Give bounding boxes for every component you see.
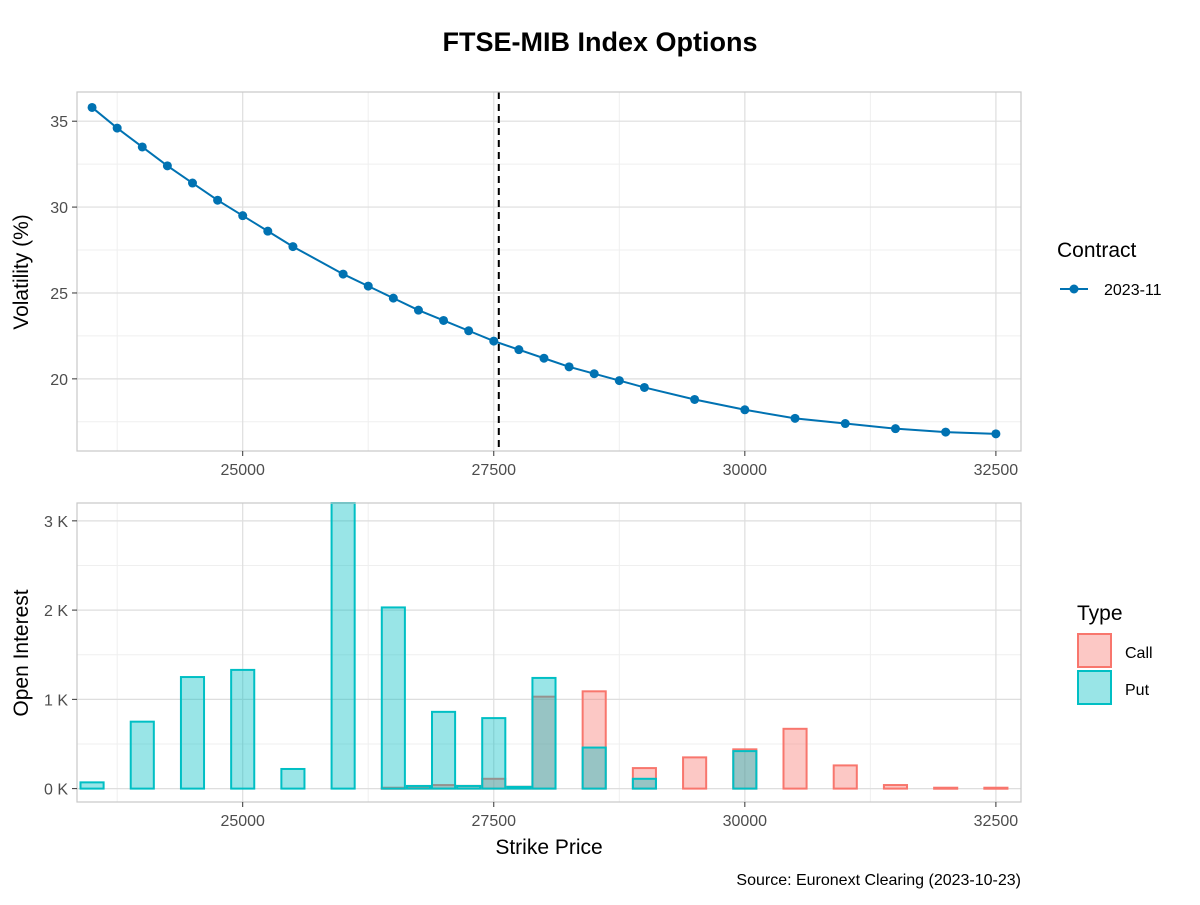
volatility-y-axis-label: Volatility (%) (10, 214, 33, 330)
contract-legend-label: 2023-11 (1104, 282, 1162, 299)
volatility-point (187, 178, 197, 188)
put-bar (280, 767, 306, 790)
open-interest-x-axis-label: Strike Price (495, 836, 602, 859)
put-bar (456, 784, 482, 790)
put-bar (230, 668, 256, 790)
put-bar (79, 781, 105, 790)
volatility-point (941, 427, 951, 437)
call-bar (832, 764, 858, 790)
open-interest-panel-border (76, 502, 1022, 803)
open-interest-y-tick-label: 0 K (44, 782, 68, 799)
volatility-point (213, 195, 223, 205)
call-bar (933, 786, 959, 790)
volatility-point (514, 345, 524, 355)
volatility-point (690, 394, 700, 404)
call-bar (782, 727, 808, 790)
volatility-panel: 20 25 30 35 25000 27500 30000 32500 Volatility… (10, 91, 1022, 479)
volatility-point (614, 376, 624, 386)
type-legend-put-key (1077, 670, 1112, 705)
contract-legend-marker (1069, 284, 1079, 294)
volatility-y-tick-label: 20 (50, 372, 68, 389)
call-bar (882, 784, 909, 790)
volatility-point (162, 161, 172, 171)
contract-legend-title: Contract (1057, 239, 1137, 262)
open-interest-x-ticks: 25000 27500 30000 32500 (220, 802, 1018, 830)
open-interest-y-tick-label: 1 K (44, 692, 68, 709)
type-legend-call-key (1077, 633, 1112, 668)
volatility-point (112, 123, 122, 133)
put-bar (732, 750, 758, 790)
open-interest-y-ticks: 0 K 1 K 2 K 3 K (44, 514, 77, 799)
volatility-point (991, 429, 1001, 439)
volatility-point (137, 142, 147, 152)
put-bar (481, 717, 507, 790)
volatility-point (790, 413, 800, 423)
volatility-point (539, 353, 549, 363)
open-interest-y-tick-label: 2 K (44, 603, 68, 620)
open-interest-panel: 0 K 1 K 2 K 3 K 25000 27500 30000 32500 Open I… (10, 502, 1022, 859)
put-bar (631, 777, 657, 790)
volatility-y-ticks: 20 25 30 35 (50, 114, 77, 389)
contract-legend: Contract 2023-11 (1057, 239, 1162, 299)
volatility-y-tick-label: 35 (50, 114, 68, 131)
source-caption: Source: Euronext Clearing (2023-10-23) (736, 872, 1021, 889)
volatility-point (87, 102, 97, 112)
volatility-x-tick-label: 32500 (974, 462, 1019, 479)
volatility-point (489, 336, 499, 346)
put-bar (129, 720, 155, 790)
open-interest-x-tick-label: 27500 (472, 813, 517, 830)
put-bar (330, 502, 356, 790)
put-bar (506, 785, 532, 790)
type-legend-title: Type (1077, 602, 1123, 625)
volatility-point (288, 242, 298, 252)
volatility-point (388, 293, 398, 303)
volatility-grid (77, 92, 1021, 451)
volatility-series (87, 102, 1001, 439)
volatility-y-tick-label: 25 (50, 286, 68, 303)
put-bar (405, 784, 431, 790)
volatility-point (464, 326, 474, 336)
chart-title: FTSE-MIB Index Options (443, 27, 758, 57)
open-interest-bars (79, 502, 1009, 790)
volatility-point (840, 419, 850, 429)
put-bar (380, 606, 406, 790)
open-interest-x-tick-label: 32500 (974, 813, 1019, 830)
type-legend-put-label: Put (1125, 682, 1150, 699)
volatility-x-tick-label: 30000 (723, 462, 768, 479)
volatility-x-ticks: 25000 27500 30000 32500 (220, 451, 1018, 479)
volatility-point (238, 211, 248, 221)
volatility-panel-border (76, 91, 1022, 452)
call-bar (983, 786, 1009, 790)
open-interest-y-tick-label: 3 K (44, 514, 68, 531)
volatility-point (589, 369, 599, 379)
put-bar (581, 746, 607, 790)
put-bar (531, 676, 557, 790)
volatility-point (263, 226, 273, 236)
open-interest-panel-background (77, 503, 1021, 802)
volatility-x-tick-label: 27500 (472, 462, 517, 479)
volatility-point (740, 405, 750, 415)
type-legend: Type Call Put (1077, 602, 1153, 705)
volatility-y-tick-label: 30 (50, 200, 68, 217)
open-interest-y-axis-label: Open Interest (10, 589, 33, 716)
volatility-point (338, 269, 348, 279)
call-bar (682, 756, 708, 790)
put-bar (431, 710, 457, 790)
volatility-point (639, 382, 649, 392)
volatility-panel-background (77, 92, 1021, 451)
volatility-point (564, 362, 574, 372)
volatility-point (439, 315, 449, 325)
type-legend-call-label: Call (1125, 645, 1153, 662)
put-bar (179, 676, 206, 790)
volatility-x-tick-label: 25000 (220, 462, 265, 479)
volatility-point (363, 281, 373, 291)
open-interest-x-tick-label: 30000 (723, 813, 768, 830)
volatility-point (413, 305, 423, 315)
open-interest-x-tick-label: 25000 (220, 813, 265, 830)
volatility-point (890, 424, 900, 434)
